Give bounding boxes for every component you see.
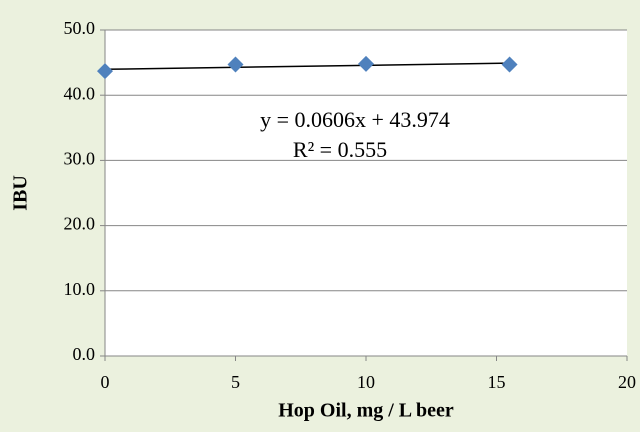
y-tick-label: 30.0 xyxy=(64,149,96,169)
y-tick-label: 10.0 xyxy=(64,279,96,299)
y-tick-label: 0.0 xyxy=(73,344,96,364)
data-point xyxy=(227,56,244,73)
x-tick-label: 10 xyxy=(357,372,375,392)
data-point xyxy=(501,56,518,73)
trendline-r-squared: R² = 0.555 xyxy=(293,137,387,162)
y-axis-title: IBU xyxy=(10,175,32,211)
data-point xyxy=(358,55,374,72)
y-tick-label: 20.0 xyxy=(64,214,96,234)
y-tick-label: 40.0 xyxy=(64,83,96,103)
y-tick-label: 50.0 xyxy=(64,18,96,38)
x-tick-label: 20 xyxy=(618,372,636,392)
x-tick-label: 5 xyxy=(231,372,240,392)
plot-area xyxy=(105,30,627,356)
data-point xyxy=(97,63,113,80)
x-tick-label: 15 xyxy=(488,372,506,392)
trendline xyxy=(104,62,510,71)
trendline-equation: y = 0.0606x + 43.974 xyxy=(260,107,450,132)
x-axis-title: Hop Oil, mg / L beer xyxy=(278,400,454,422)
x-tick-label: 0 xyxy=(101,372,110,392)
